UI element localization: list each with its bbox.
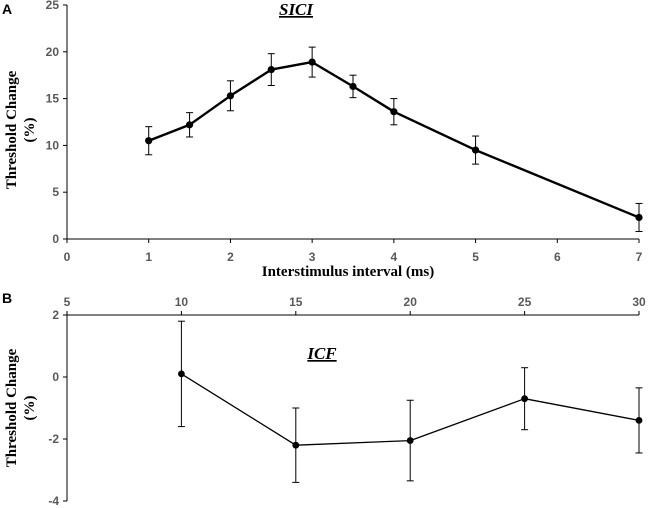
data-point — [471, 146, 480, 154]
panel-b-ylabel-line1: Threshold Change — [4, 348, 20, 467]
y-tick-label: 5 — [52, 185, 59, 199]
data-point — [292, 441, 300, 449]
x-tick-label: 4 — [391, 250, 398, 264]
x-tick-label: 5 — [472, 250, 479, 264]
panel-a-ylabel-line2: (%) — [22, 118, 38, 143]
data-point — [390, 108, 398, 116]
panel-b-ticks: 20-2-45 10 15 20 25 30 — [48, 295, 646, 508]
data-point — [185, 121, 194, 129]
data-point — [635, 417, 643, 424]
data-point — [226, 92, 235, 100]
x-tick-label: 7 — [636, 250, 643, 264]
data-point — [178, 370, 185, 378]
panel-b-ylabel-line2: (%) — [22, 396, 38, 421]
data-point — [145, 137, 153, 145]
panel-a-series — [145, 46, 643, 233]
data-point — [521, 395, 528, 403]
y-tick-label: 0 — [52, 370, 59, 384]
y-tick-label: 10 — [46, 138, 60, 152]
data-point — [267, 65, 275, 74]
x-tick-label: 2 — [227, 250, 234, 264]
panel-b-series — [177, 320, 643, 483]
panel-a-xlabel: Interstimulus interval (ms) — [262, 264, 435, 280]
y-tick-label: 2 — [52, 308, 59, 322]
data-point — [635, 213, 643, 222]
x-tick-label: 25 — [518, 295, 532, 309]
y-tick-label: 25 — [46, 0, 60, 12]
y-tick-label: -4 — [48, 494, 59, 508]
series-line — [148, 60, 640, 219]
y-tick-label: -2 — [48, 432, 59, 446]
panel-b-title: ICF — [306, 344, 337, 363]
x-tick-label: 10 — [175, 295, 189, 309]
x-tick-label: 3 — [309, 250, 316, 264]
panel-b-ylabel: Threshold Change (%) — [4, 348, 38, 467]
data-point — [308, 58, 316, 66]
panel-a: A SICI Threshold Change (%) Interstimulu… — [2, 0, 643, 280]
panel-a-ylabel-line1: Threshold Change — [4, 70, 20, 189]
panel-a-title: SICI — [279, 0, 314, 19]
panel-b: B ICF Threshold Change (%) 20-2-45 10 15 20… — [2, 290, 646, 508]
x-tick-label: 5 — [64, 295, 71, 309]
x-tick-label: 20 — [404, 295, 418, 309]
data-point — [406, 437, 414, 444]
x-tick-label: 0 — [64, 250, 71, 264]
x-tick-label: 6 — [554, 250, 561, 264]
panel-a-ticks: 0 5 10 15 20 25 0 1 2 3 4 5 6 7 — [46, 0, 643, 264]
x-tick-label: 15 — [289, 295, 303, 309]
panel-b-label: B — [2, 290, 12, 306]
panel-a-label: A — [2, 1, 12, 17]
y-tick-label: 20 — [46, 45, 60, 59]
x-tick-label: 30 — [632, 295, 646, 309]
x-tick-label: 1 — [145, 250, 152, 264]
y-tick-label: 0 — [52, 232, 59, 246]
y-tick-label: 15 — [46, 92, 60, 106]
panel-a-ylabel: Threshold Change (%) — [4, 70, 38, 189]
data-point — [349, 82, 357, 91]
